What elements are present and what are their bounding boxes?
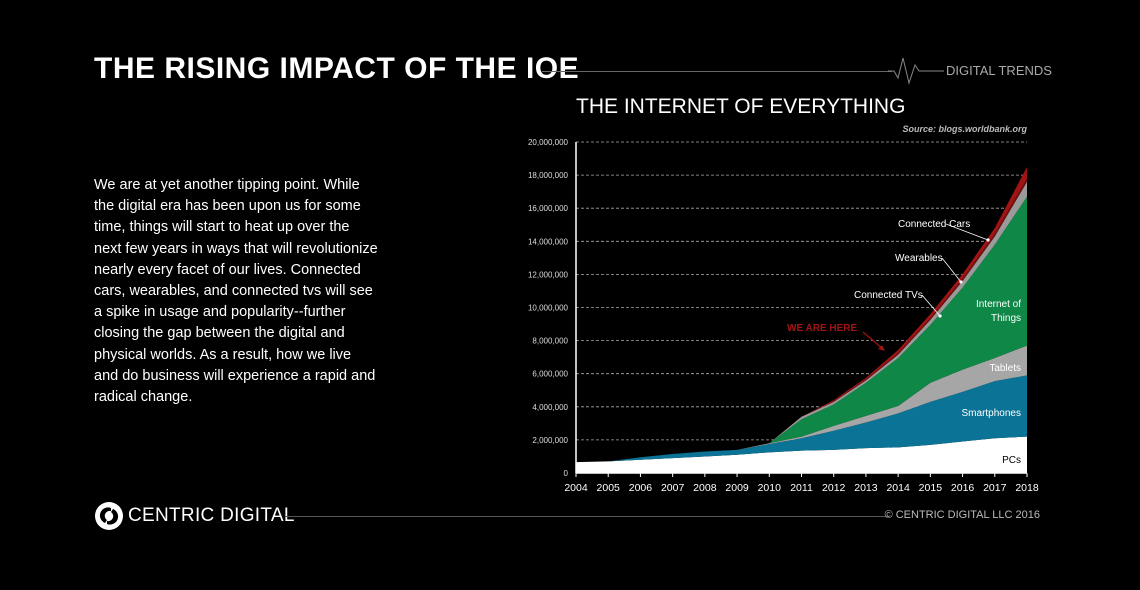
y-tick-label: 20,000,000 xyxy=(528,138,569,147)
pointer-line xyxy=(921,294,941,317)
area-internet-of-things xyxy=(576,196,1027,463)
x-tick-label: 2011 xyxy=(790,482,813,494)
x-tick-label: 2014 xyxy=(886,482,910,494)
divider xyxy=(285,516,889,517)
x-tick-label: 2009 xyxy=(725,482,749,494)
series-label-iot-2: Things xyxy=(991,313,1021,324)
chart-source: Source: blogs.worldbank.org xyxy=(902,124,1027,134)
chart: 0 2,000,000 4,000,000 6,000,000 8,000,000 10,… xyxy=(528,138,1039,494)
divider xyxy=(542,71,892,72)
x-tick-label: 2008 xyxy=(693,482,717,494)
pulse-icon xyxy=(888,57,944,85)
pointer-dot xyxy=(938,314,942,318)
series-label-pcs: PCs xyxy=(1002,455,1021,466)
series-label-smartphones: Smartphones xyxy=(962,408,1021,419)
y-tick-label: 8,000,000 xyxy=(532,337,568,346)
y-tick-label: 0 xyxy=(564,469,569,478)
area-pcs xyxy=(576,436,1027,473)
y-tick-label: 18,000,000 xyxy=(528,171,569,180)
y-tick-label: 10,000,000 xyxy=(528,304,569,313)
x-tick-label: 2017 xyxy=(983,482,1007,494)
y-tick-label: 4,000,000 xyxy=(532,403,568,412)
x-tick-label: 2012 xyxy=(822,482,846,494)
arrow-head-icon xyxy=(878,345,885,351)
y-tick-label: 16,000,000 xyxy=(528,204,569,213)
y-tick-label: 14,000,000 xyxy=(528,237,569,246)
x-tick-label: 2005 xyxy=(597,482,621,494)
series-label-tablets: Tablets xyxy=(989,363,1021,374)
pointer-line xyxy=(941,257,962,283)
page-title: THE RISING IMPACT OF THE IOE xyxy=(94,52,580,85)
body-text: We are at yet another tipping point. Whi… xyxy=(94,177,378,406)
x-tick-label: 2007 xyxy=(661,482,685,494)
x-tick-label: 2016 xyxy=(951,482,975,494)
area-smartphones xyxy=(576,375,1027,463)
pointer-dot xyxy=(959,280,963,284)
y-tick-label: 6,000,000 xyxy=(532,370,568,379)
pointer-dot xyxy=(986,238,990,242)
x-tick-label: 2013 xyxy=(854,482,878,494)
pointer-line xyxy=(945,223,989,241)
series-label-connected-tvs: Connected TVs xyxy=(854,290,923,301)
copyright: © CENTRIC DIGITAL LLC 2016 xyxy=(884,509,1040,521)
centric-logo-icon xyxy=(95,502,123,530)
brand-name: CENTRIC DIGITAL xyxy=(128,505,295,526)
series-label-iot-1: Internet of xyxy=(976,299,1021,310)
x-tick-label: 2015 xyxy=(919,482,943,494)
y-tick-label: 2,000,000 xyxy=(532,436,568,445)
we-are-here-label: WE ARE HERE xyxy=(787,323,858,334)
we-are-here-arrow xyxy=(862,331,884,350)
series-label-wearables: Wearables xyxy=(895,253,943,264)
x-tick-label: 2004 xyxy=(564,482,588,494)
y-tick-label: 12,000,000 xyxy=(528,270,569,279)
x-tick-label: 2018 xyxy=(1015,482,1039,494)
x-tick-label: 2010 xyxy=(758,482,782,494)
series-label-connected-cars: Connected Cars xyxy=(898,219,970,230)
chart-title: THE INTERNET OF EVERYTHING xyxy=(576,95,906,118)
section-tag: DIGITAL TRENDS xyxy=(946,63,1052,78)
x-tick-label: 2006 xyxy=(629,482,653,494)
